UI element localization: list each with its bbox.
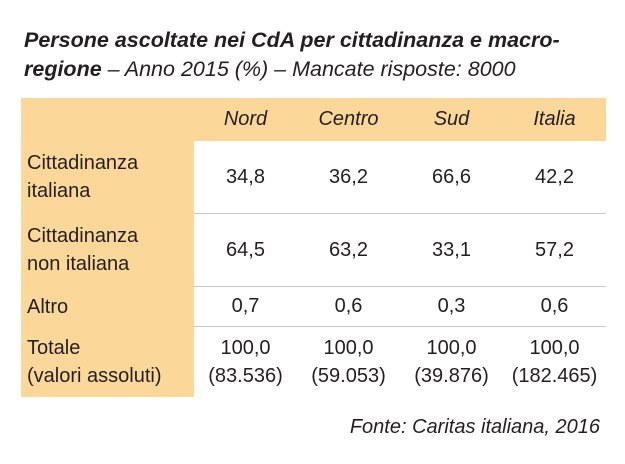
header-row: Nord Centro Sud Italia [21,98,606,141]
table-cell: 64,5 [194,213,297,287]
table-cell: 100,0 (39.876) [400,327,503,398]
column-header-centro: Centro [297,98,400,141]
row-label: Cittadinanza non italiana [21,213,194,287]
table-cell: 42,2 [503,141,606,214]
table-cell: 66,6 [400,141,503,214]
title-bold: Persone ascoltate nei CdA per cittadinan… [24,28,560,81]
table-cell: 0,7 [194,286,297,327]
row-label-line: Altro [27,295,69,318]
row-label: Cittadinanza italiana [21,141,194,214]
table-cell: 34,8 [194,141,297,214]
header-empty-cell [21,98,194,141]
row-label-line: (valori assoluti) [27,364,162,387]
table-row: Altro 0,7 0,6 0,3 0,6 [21,286,606,327]
cell-line: (182.465) [511,365,598,387]
row-label-line: non italiana [27,253,130,275]
column-header-sud: Sud [400,98,503,141]
row-label-line: Totale [27,336,81,359]
row-label-line: Cittadinanza [27,225,139,247]
table-row: Cittadinanza non italiana 64,5 63,2 33,1… [21,213,606,287]
table-cell: 57,2 [503,213,606,287]
cell-line: (59.053) [311,365,386,387]
cell-line: (83.536) [208,365,283,387]
source-note: Fonte: Caritas italiana, 2016 [349,416,600,438]
table-cell: 0,6 [503,286,606,327]
table-row: Totale (valori assoluti) 100,0 (83.536) … [21,326,606,398]
table-cell: 33,1 [400,213,503,287]
title-rest: – Anno 2015 (%) – Mancate risposte: 8000 [101,57,516,81]
table-cell: 100,0 (59.053) [297,327,400,398]
table-cell: 63,2 [297,213,400,287]
cell-line: 100,0 [220,337,271,359]
table-cell: 0,6 [297,286,400,327]
table-title: Persone ascoltate nei CdA per cittadinan… [24,26,609,84]
table-cell: 36,2 [297,141,400,214]
table-cell: 100,0 (182.465) [503,327,606,398]
data-table: Nord Centro Sud Italia Cittadinanza ital… [21,98,606,397]
cell-line: 100,0 [426,337,477,359]
cell-line: 100,0 [323,337,374,359]
column-header-nord: Nord [194,98,297,141]
cell-line: 100,0 [529,337,580,359]
table-row: Cittadinanza italiana 34,8 36,2 66,6 42,… [21,141,606,214]
table-cell: 0,3 [400,286,503,327]
table-cell: 100,0 (83.536) [194,327,297,398]
cell-line: (39.876) [414,365,489,387]
row-label-line: Cittadinanza [27,152,139,175]
row-label: Totale (valori assoluti) [21,326,194,397]
row-label: Altro [21,286,194,327]
column-header-italia: Italia [503,98,606,141]
row-label-line: italiana [27,180,91,203]
